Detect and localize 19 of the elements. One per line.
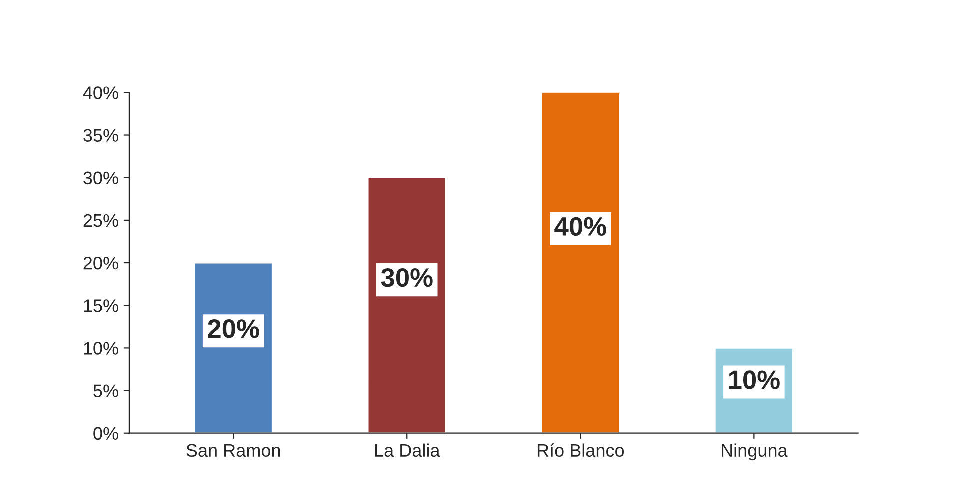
bar <box>367 177 447 434</box>
y-tick-label: 25% <box>84 214 118 228</box>
x-tick-label: Ninguna <box>722 444 788 461</box>
x-tick-label: La Dalia <box>375 444 440 458</box>
data-label: 30% <box>381 268 433 288</box>
y-tick-label: 35% <box>84 129 118 142</box>
bar <box>540 92 620 434</box>
y-tick-label: 5% <box>94 384 118 398</box>
data-label: 40% <box>554 217 606 236</box>
y-tick-label: 30% <box>84 172 118 185</box>
y-tick-label: 20% <box>84 256 118 270</box>
x-tick-label: Río Blanco <box>538 444 624 458</box>
data-label: 20% <box>208 320 260 338</box>
data-label: 10% <box>729 370 780 390</box>
x-tick-label: San Ramon <box>186 444 280 458</box>
y-tick-label: 15% <box>84 300 118 312</box>
y-tick-label: 40% <box>83 86 118 100</box>
y-tick-label: 0% <box>94 427 118 440</box>
y-tick-label: 10% <box>84 342 118 355</box>
